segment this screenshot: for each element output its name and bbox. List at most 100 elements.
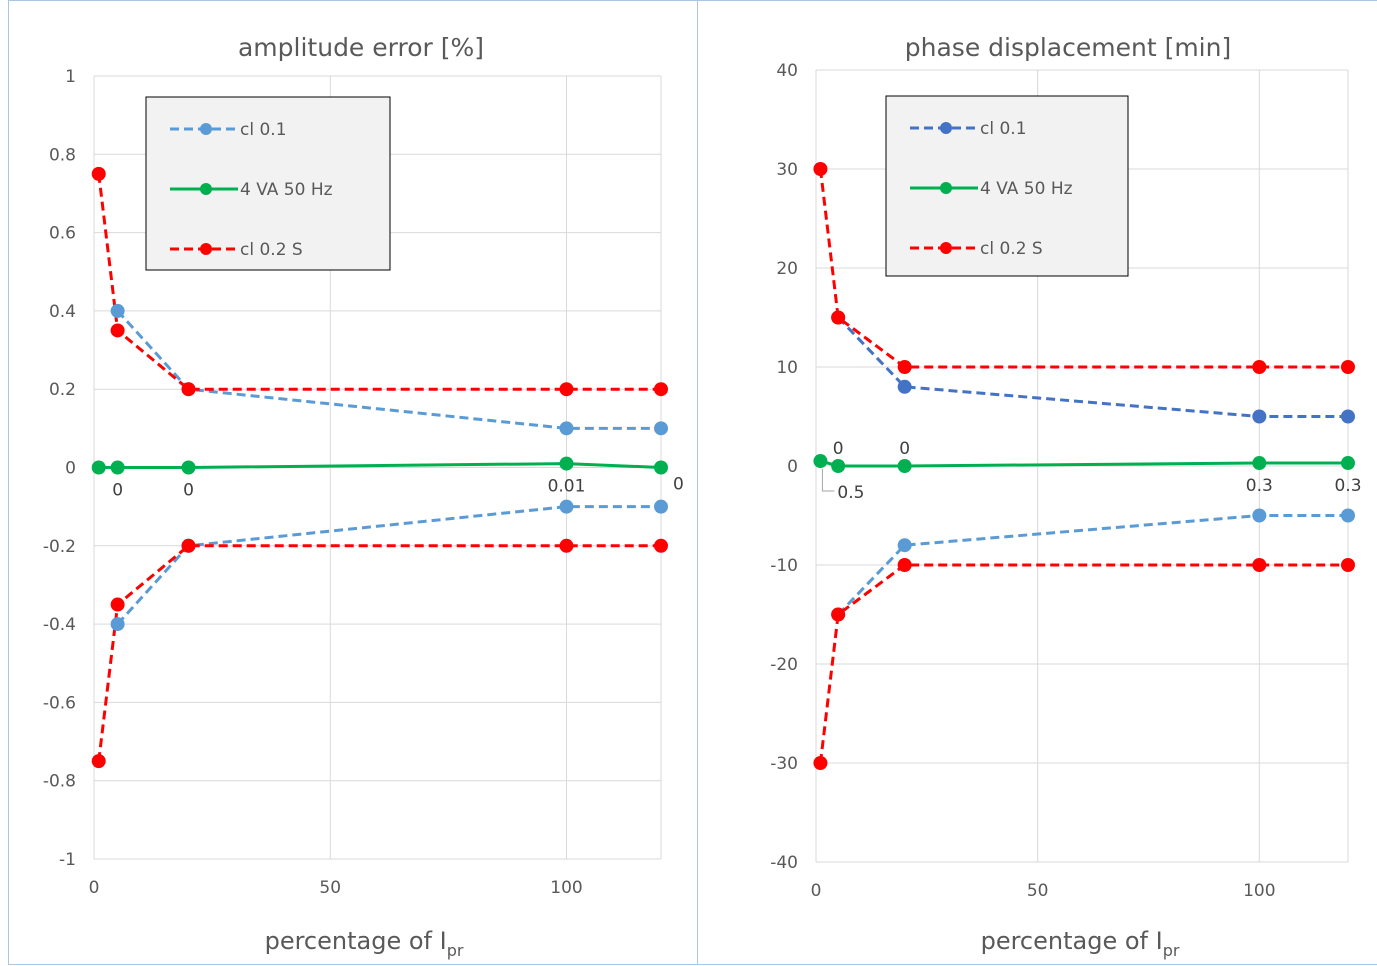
x-tick-label: 0 <box>811 881 822 901</box>
series-point-1 <box>654 499 668 514</box>
series-point-3 <box>813 162 828 176</box>
y-tick-label: 10 <box>776 358 798 378</box>
y-tick-label: 1 <box>65 67 76 87</box>
y-tick-label: -1 <box>59 850 76 870</box>
series-point-4 <box>654 538 668 553</box>
y-tick-label: -0.4 <box>43 615 76 635</box>
legend-label: cl 0.1 <box>240 120 287 140</box>
series-point-3 <box>1252 360 1267 374</box>
y-tick-label: 30 <box>776 160 798 180</box>
series-line-0 <box>116 309 661 430</box>
series-point-0 <box>1252 409 1267 424</box>
series-point-2 <box>110 460 125 475</box>
data-label: 0.5 <box>837 483 864 503</box>
series-point-3 <box>91 166 106 181</box>
series-point-0 <box>110 303 125 318</box>
series-point-4 <box>831 607 846 622</box>
series-point-3 <box>654 382 668 397</box>
series-point-3 <box>1341 360 1355 374</box>
series-point-3 <box>181 382 196 397</box>
data-label: 0 <box>112 481 123 501</box>
legend-label: 4 VA 50 Hz <box>980 179 1073 199</box>
y-tick-label: -40 <box>770 853 798 873</box>
x-axis-label-text: percentage of <box>265 927 440 955</box>
series-point-2 <box>1341 456 1355 471</box>
y-tick-label: -0.2 <box>43 537 76 557</box>
y-tick-label: 0.2 <box>49 380 76 400</box>
x-tick-label: 50 <box>319 878 341 898</box>
series-point-2 <box>897 459 912 473</box>
series-point-0 <box>654 421 668 436</box>
data-label-leader <box>821 469 835 492</box>
y-tick-label: -0.8 <box>43 772 76 792</box>
chart-title: phase displacement [min] <box>905 33 1231 62</box>
legend-swatch-marker <box>940 242 952 254</box>
series-point-4 <box>813 756 828 770</box>
x-axis-label: percentage of Ipr <box>981 927 1180 960</box>
series-point-2 <box>831 459 846 473</box>
series-line-0 <box>837 316 1348 418</box>
series-point-3 <box>559 382 574 397</box>
y-tick-label: -20 <box>770 655 798 675</box>
legend-swatch-marker <box>940 122 952 134</box>
series-point-2 <box>559 456 574 471</box>
data-label: 0 <box>183 481 194 501</box>
y-tick-label: 40 <box>776 61 798 81</box>
legend-box <box>885 95 1129 277</box>
x-axis-label-subscript: pr <box>447 941 464 960</box>
y-tick-label: 0 <box>65 459 76 479</box>
series-point-0 <box>559 421 574 436</box>
series-point-0 <box>897 379 912 394</box>
series-point-2 <box>813 454 828 469</box>
legend-swatch-marker <box>200 183 212 195</box>
legend-label: cl 0.1 <box>980 119 1027 139</box>
phase-displacement-chart: phase displacement [min] -40 -30 -20 -10 0 10 2… <box>770 33 1361 960</box>
x-tick-label: 100 <box>550 878 582 898</box>
series-point-0 <box>1341 409 1355 424</box>
series-point-2 <box>654 460 668 475</box>
amplitude-error-chart-panel: amplitude error [%] -1 -0.8 -0.6 -0.4 -0.2 0 0.… <box>8 0 698 965</box>
series-point-3 <box>831 310 846 325</box>
y-tick-label: 20 <box>776 259 798 279</box>
y-tick-label: 0.4 <box>49 302 76 322</box>
legend: cl 0.1 4 VA 50 Hz cl 0.2 S <box>145 96 391 271</box>
data-label: 0.3 <box>1246 476 1273 496</box>
x-axis-label-text: percentage of <box>981 927 1156 955</box>
legend-swatch-marker <box>940 182 952 194</box>
legend-box <box>145 96 391 271</box>
data-label: 0.01 <box>548 477 586 497</box>
x-tick-label: 100 <box>1243 881 1275 901</box>
legend-label: cl 0.2 S <box>240 240 303 260</box>
series-point-4 <box>181 538 196 553</box>
series-point-3 <box>897 360 912 374</box>
data-label: 0.3 <box>1334 476 1361 496</box>
series-point-3 <box>110 323 125 338</box>
y-tick-label: -10 <box>770 556 798 576</box>
series-point-1 <box>559 499 574 514</box>
series-point-4 <box>1252 558 1267 572</box>
x-axis-label-symbol: I <box>440 927 447 955</box>
series-point-2 <box>181 460 196 475</box>
series-point-4 <box>110 597 125 612</box>
series-point-1 <box>110 617 125 632</box>
amplitude-error-chart: amplitude error [%] -1 -0.8 -0.6 -0.4 -0.2 0 0.… <box>43 33 684 960</box>
y-tick-label: -30 <box>770 754 798 774</box>
y-tick-label: 0 <box>787 457 798 477</box>
series-point-4 <box>1341 558 1355 572</box>
series-point-4 <box>559 538 574 553</box>
series-point-2 <box>1252 456 1267 471</box>
series-line-1 <box>837 514 1348 616</box>
x-axis-label: percentage of Ipr <box>265 927 464 960</box>
series-line-4 <box>97 544 661 762</box>
phase-displacement-chart-panel: phase displacement [min] -40 -30 -20 -10 0 10 2… <box>697 0 1377 965</box>
x-axis-label-subscript: pr <box>1163 941 1180 960</box>
data-label: 0 <box>673 475 684 495</box>
x-tick-label: 0 <box>89 878 100 898</box>
y-tick-label: -0.6 <box>43 693 76 713</box>
series-point-4 <box>897 558 912 572</box>
legend: cl 0.1 4 VA 50 Hz cl 0.2 S <box>885 95 1129 277</box>
legend-swatch-marker <box>200 243 212 255</box>
chart-title: amplitude error [%] <box>238 33 484 62</box>
y-tick-label: 0.6 <box>49 224 76 244</box>
series-point-1 <box>1252 508 1267 523</box>
